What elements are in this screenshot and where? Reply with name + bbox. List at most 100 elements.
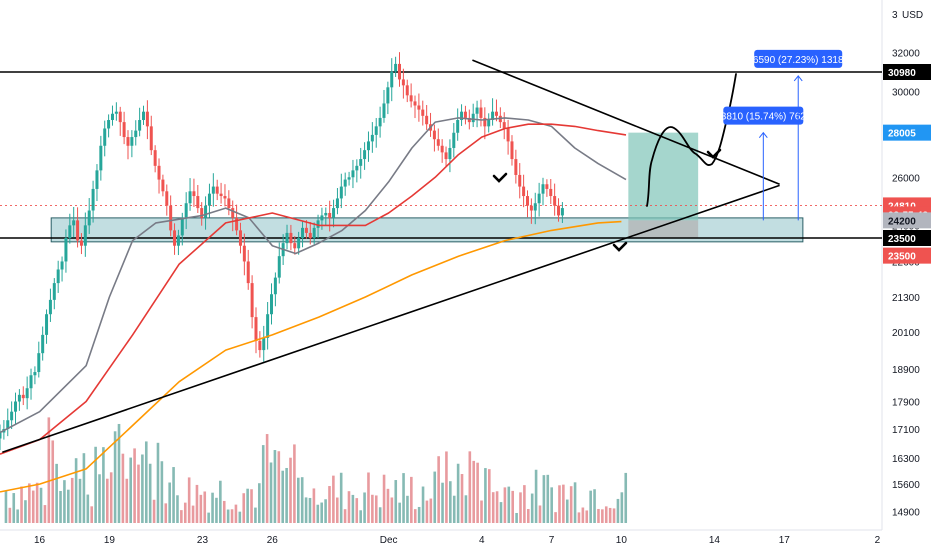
price-label-text: 28005 xyxy=(888,129,916,140)
long-position-stop-zone xyxy=(628,220,699,238)
measure-label-box xyxy=(754,49,843,68)
candle-body xyxy=(184,203,188,218)
x-tick-label: 14 xyxy=(709,535,721,546)
candle-body xyxy=(475,107,479,114)
candle-body xyxy=(110,113,114,121)
x-tick-label: 4 xyxy=(479,535,485,546)
volume-bar xyxy=(546,474,550,523)
volume-bar xyxy=(90,506,94,523)
volume-bar xyxy=(148,463,152,523)
volume-bar xyxy=(133,448,136,523)
triangle-upper-trendline xyxy=(472,59,780,185)
candle-body xyxy=(246,261,250,284)
axis-scale-mode-label: 3 xyxy=(892,10,898,21)
price-label-badge xyxy=(883,124,931,141)
candle-body xyxy=(425,115,429,125)
price-axis-bg xyxy=(882,0,932,550)
volume-bar xyxy=(589,490,592,523)
x-tick-label: 19 xyxy=(104,535,116,546)
volume-bar xyxy=(203,491,207,523)
candle-body xyxy=(301,227,305,238)
candle-body xyxy=(200,208,204,218)
volume-bar xyxy=(35,482,39,523)
measure-label-text: 6590 (27.23%) 1318 xyxy=(753,55,844,66)
candle-body xyxy=(324,212,328,216)
volume-bar xyxy=(347,491,351,523)
candle-body xyxy=(99,145,103,171)
candle-body xyxy=(386,87,390,104)
candle-body xyxy=(502,122,506,129)
x-tick-label: 2 xyxy=(875,535,881,546)
volume-bar xyxy=(137,464,140,523)
volume-bar xyxy=(70,477,74,523)
volume-bar xyxy=(152,499,156,523)
volume-bar xyxy=(484,468,487,523)
volume-bar xyxy=(410,476,413,523)
candle-body xyxy=(374,126,378,135)
check-mark-icon xyxy=(706,148,722,159)
y-tick-label: 16300 xyxy=(892,454,920,465)
y-tick-label: 32000 xyxy=(892,49,920,60)
volume-bar xyxy=(234,504,238,523)
volume-bar xyxy=(199,494,203,523)
y-tick-label: 17100 xyxy=(892,425,920,436)
volume-bar xyxy=(113,431,117,523)
volume-bar xyxy=(8,507,12,523)
volume-bar xyxy=(129,457,132,523)
moving-average-line xyxy=(0,220,622,493)
volume-bar xyxy=(172,467,175,523)
x-tick-label: 7 xyxy=(549,535,555,546)
candle-body xyxy=(370,134,374,142)
volume-bar xyxy=(569,486,573,523)
volume-bar xyxy=(433,471,437,523)
volume-bar xyxy=(320,502,323,523)
candle-body xyxy=(188,191,192,204)
candle-body xyxy=(382,103,386,118)
candle-body xyxy=(145,111,149,127)
volume-bar xyxy=(565,499,569,523)
volume-bar xyxy=(550,487,553,523)
volume-bar xyxy=(530,493,534,523)
volume-bar xyxy=(230,509,234,523)
volume-bar xyxy=(456,463,460,523)
candle-body xyxy=(72,220,76,226)
candle-body xyxy=(471,113,475,123)
candle-body xyxy=(266,314,270,338)
volume-bar xyxy=(604,506,608,523)
candle-body xyxy=(417,105,421,110)
volume-bar xyxy=(254,507,257,523)
candle-body xyxy=(545,184,549,189)
candle-body xyxy=(126,137,130,146)
candle-body xyxy=(165,191,169,206)
price-label-badge xyxy=(883,230,931,246)
volume-bar xyxy=(121,453,125,523)
price-label-text: 23500 xyxy=(888,234,916,245)
candle-body xyxy=(390,71,394,88)
candle-body xyxy=(56,269,60,284)
volume-bar xyxy=(24,500,27,523)
volume-bar xyxy=(339,472,343,523)
volume-bar xyxy=(363,492,366,523)
candle-body xyxy=(514,159,518,175)
volume-bar xyxy=(12,493,16,523)
candle-body xyxy=(270,294,274,315)
volume-bar xyxy=(98,474,101,523)
candle-body xyxy=(149,126,153,151)
volume-bar xyxy=(51,440,55,523)
volume-bar xyxy=(429,498,433,523)
volume-bar xyxy=(312,488,316,523)
volume-bar xyxy=(390,497,394,523)
measure-arrow-head xyxy=(758,131,768,138)
candle-body xyxy=(343,179,347,187)
volume-bar xyxy=(472,460,476,523)
y-tick-label: 15600 xyxy=(892,480,920,491)
volume-bar xyxy=(78,478,82,523)
candle-body xyxy=(122,122,126,138)
candle-body xyxy=(549,188,553,197)
x-tick-label: Dec xyxy=(380,535,398,546)
candle-body xyxy=(254,317,258,341)
volume-bar xyxy=(538,505,542,523)
volume-bar xyxy=(250,489,253,523)
volume-bar xyxy=(343,509,347,523)
